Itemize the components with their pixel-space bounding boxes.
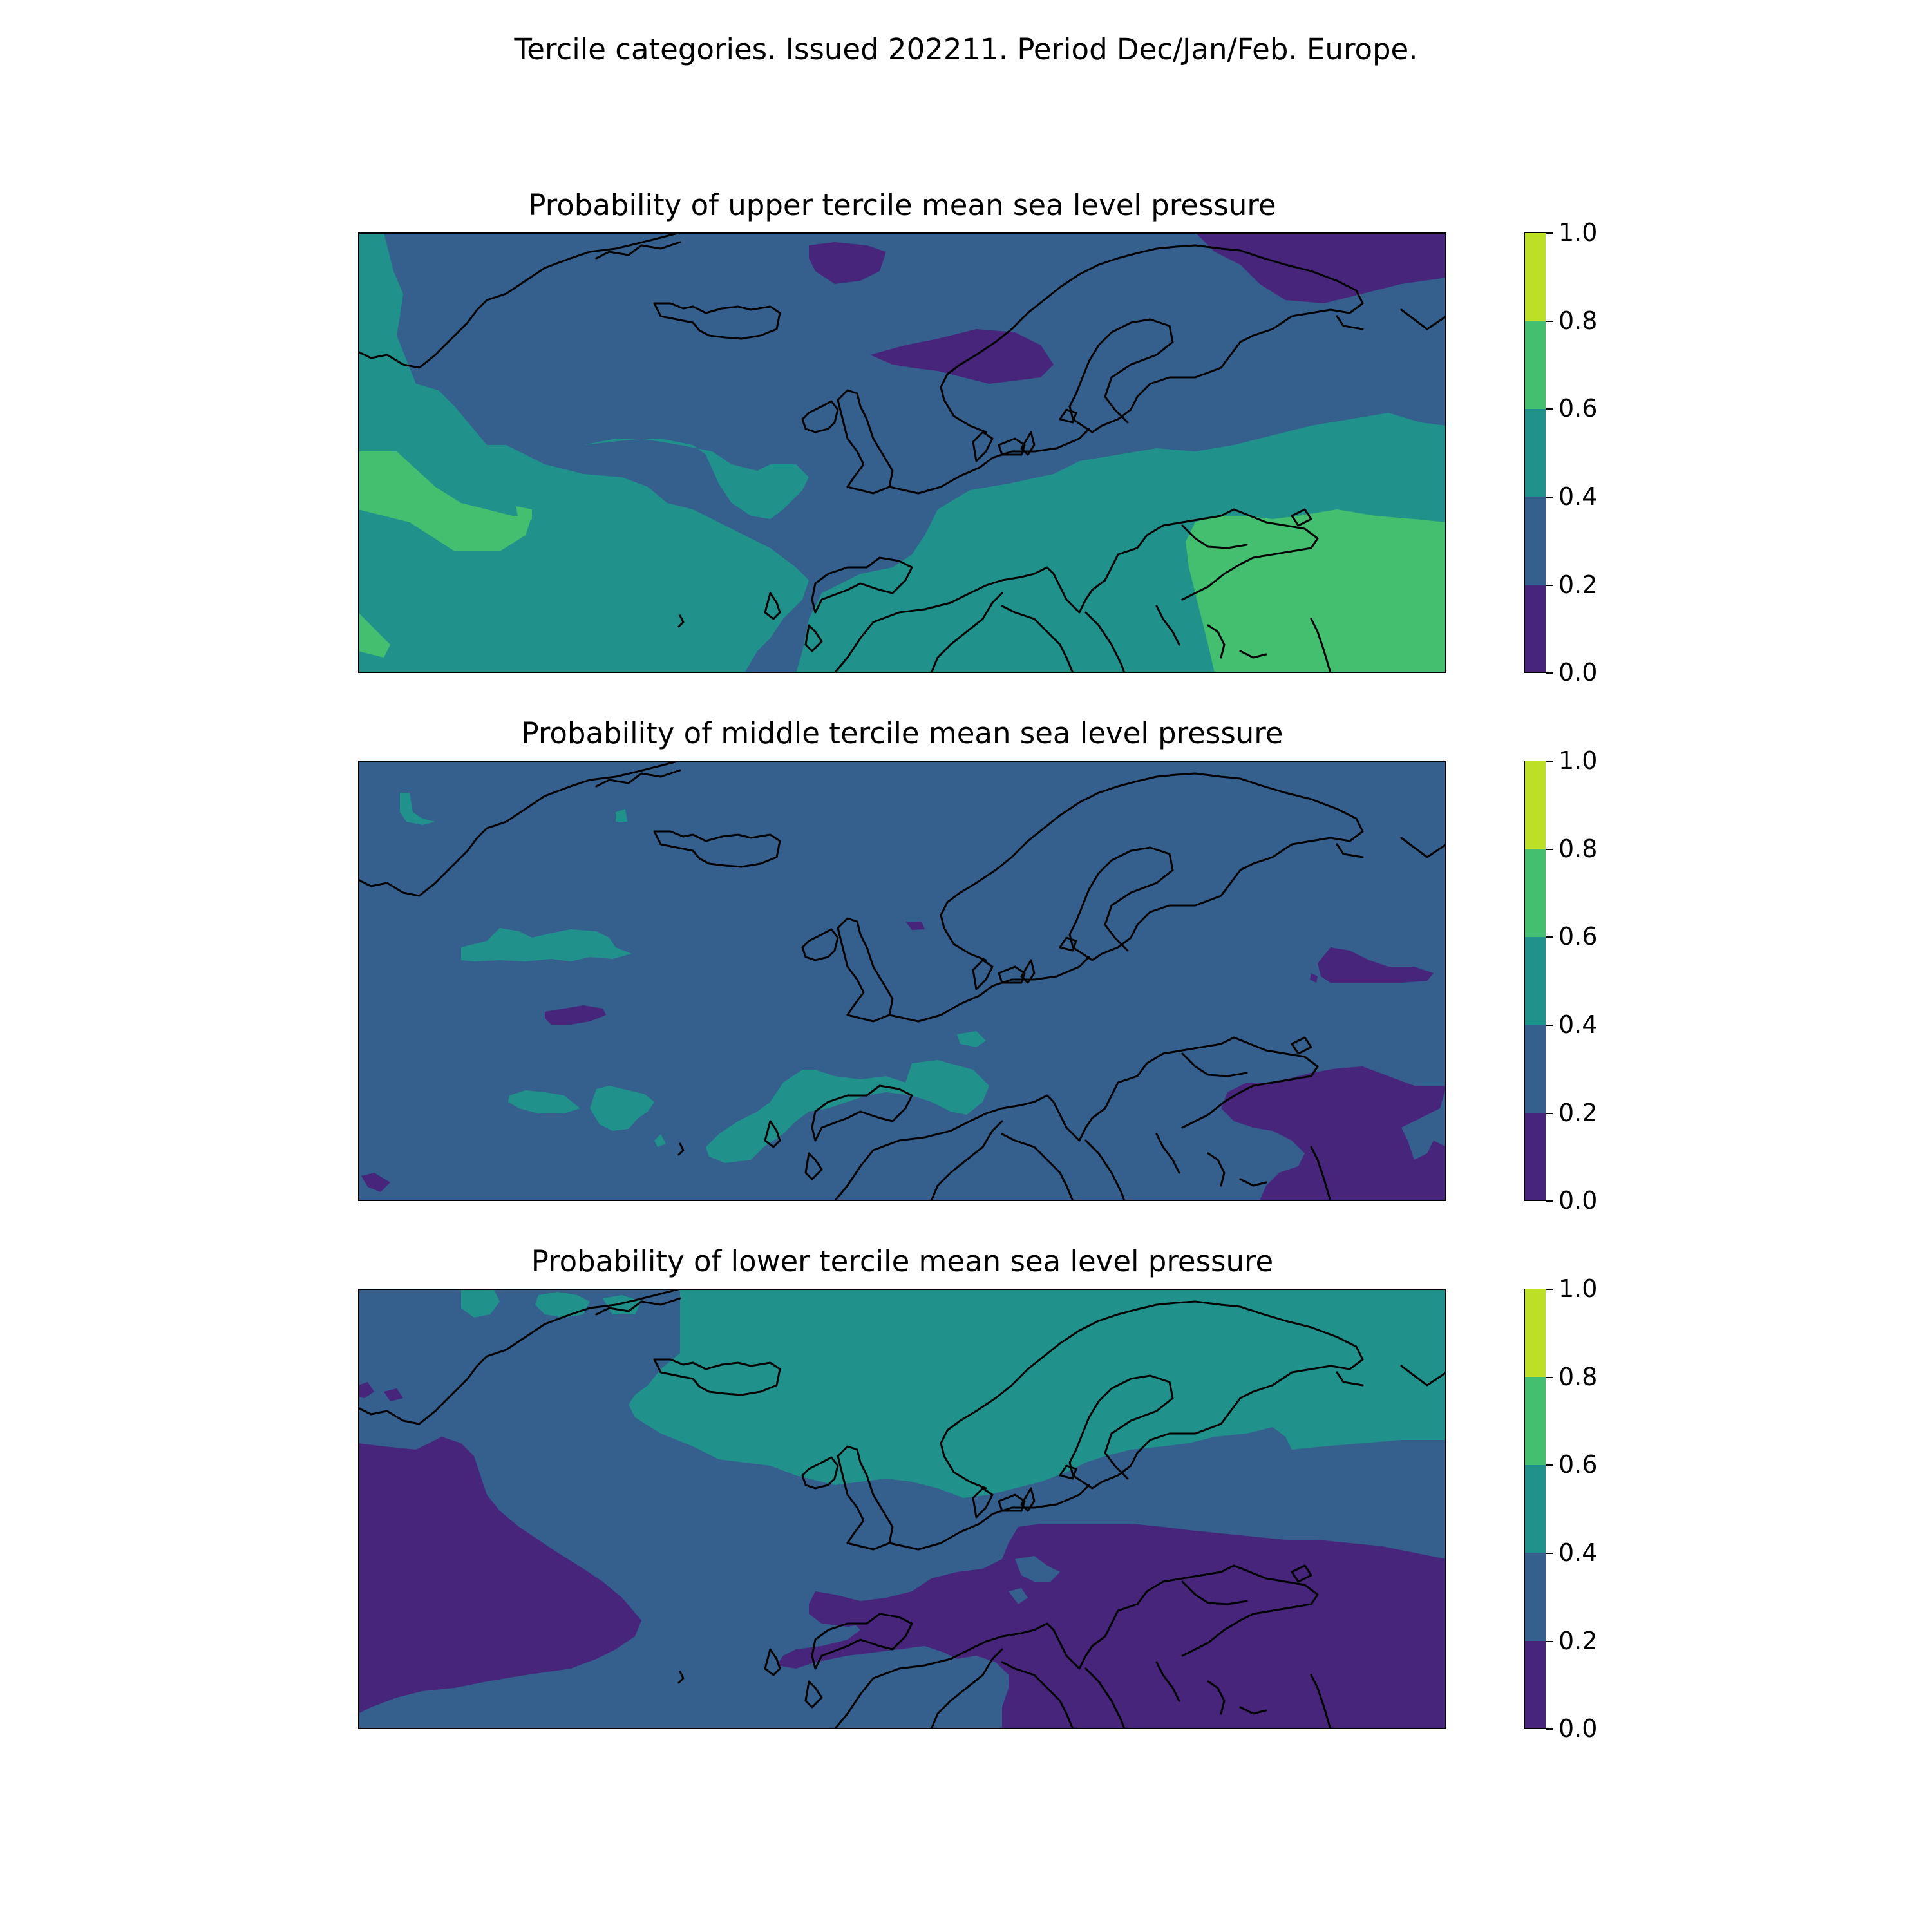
region-mediterranean-low: [777, 1524, 1446, 1729]
colorbar-middle-tick-1.0: 1.0: [1558, 746, 1598, 775]
colorbar-lower-tick-0.6: 0.6: [1558, 1450, 1598, 1479]
colorbar-middle-tick-0.6: 0.6: [1558, 922, 1598, 951]
colorbar-upper-tick-0.8: 0.8: [1558, 307, 1598, 335]
colorbar-upper-tick-0.0: 0.0: [1558, 658, 1598, 687]
region-biscay-iberia: [706, 1060, 989, 1163]
panel-middle-title: Probability of middle tercile mean sea l…: [521, 716, 1283, 750]
region-small-high-2: [516, 506, 532, 522]
colorbar-upper: [1524, 232, 1546, 673]
region-small-patch: [957, 1031, 986, 1047]
region-greenland-coast: [461, 1289, 500, 1318]
colorbar-middle-tick-0.8: 0.8: [1558, 835, 1598, 863]
region-small-patch-2: [654, 1134, 666, 1147]
region-blacksea-low: [1221, 1066, 1446, 1201]
region-small-low: [361, 1173, 390, 1192]
region-greenland-patch-2: [616, 809, 627, 822]
colorbar-lower-tick-0.4: 0.4: [1558, 1539, 1598, 1567]
region-balkans-blacksea: [1186, 509, 1446, 673]
colorbar-middle: [1524, 761, 1546, 1201]
colorbar-upper-tick-1.0: 1.0: [1558, 218, 1598, 247]
region-west-atlantic-high: [358, 451, 532, 551]
region-midatlantic: [583, 439, 809, 519]
region-midatlantic-patch: [461, 928, 632, 961]
colorbar-upper-tick-0.2: 0.2: [1558, 571, 1598, 599]
map-lower-tercile: [358, 1289, 1446, 1729]
region-small-low-2: [905, 922, 925, 930]
region-atlantic-notch-2: [384, 1388, 403, 1401]
colorbar-upper-tick-0.4: 0.4: [1558, 482, 1598, 511]
region-atlantic-patch-2: [508, 1090, 580, 1113]
region-iceland-scandinavia: [629, 1289, 1446, 1498]
figure-title: Tercile categories. Issued 202211. Perio…: [514, 32, 1418, 66]
colorbar-middle-tick-0.2: 0.2: [1558, 1099, 1598, 1127]
region-russia-low: [1318, 947, 1434, 983]
region-atlantic-low: [358, 1437, 641, 1714]
region-norwegian-low: [870, 329, 1054, 384]
region-atlantic-low: [545, 1005, 606, 1025]
region-small-low-3: [1310, 973, 1318, 983]
region-atlantic-patch-3: [590, 1086, 654, 1131]
region-arctic-low-1: [809, 242, 886, 284]
region-atlantic-notch: [358, 1382, 374, 1398]
region-greenland-sea: [358, 232, 809, 673]
map-middle-tercile: [358, 761, 1446, 1201]
region-italy-gap: [1015, 1556, 1060, 1582]
colorbar-lower: [1524, 1289, 1546, 1729]
region-small-high-1: [445, 503, 468, 535]
region-biscay-low: [809, 1604, 873, 1627]
colorbar-middle-tick-0.4: 0.4: [1558, 1010, 1598, 1039]
colorbar-lower-tick-0.2: 0.2: [1558, 1627, 1598, 1655]
colorbar-middle-tick-0.0: 0.0: [1558, 1186, 1598, 1215]
colorbar-lower-tick-0.0: 0.0: [1558, 1714, 1598, 1743]
map-upper-tercile: [358, 232, 1446, 673]
panel-lower-title: Probability of lower tercile mean sea le…: [531, 1244, 1274, 1278]
colorbar-upper-tick-0.6: 0.6: [1558, 394, 1598, 422]
panel-upper-title: Probability of upper tercile mean sea le…: [528, 188, 1276, 222]
region-barents-low: [1195, 232, 1446, 303]
region-italy-gap-2: [1009, 1588, 1028, 1604]
region-greenland-patch: [400, 793, 435, 825]
colorbar-lower-tick-0.8: 0.8: [1558, 1363, 1598, 1391]
region-small-high-3: [358, 612, 390, 658]
region-greenland-coast-2: [535, 1292, 590, 1318]
colorbar-lower-tick-1.0: 1.0: [1558, 1274, 1598, 1303]
